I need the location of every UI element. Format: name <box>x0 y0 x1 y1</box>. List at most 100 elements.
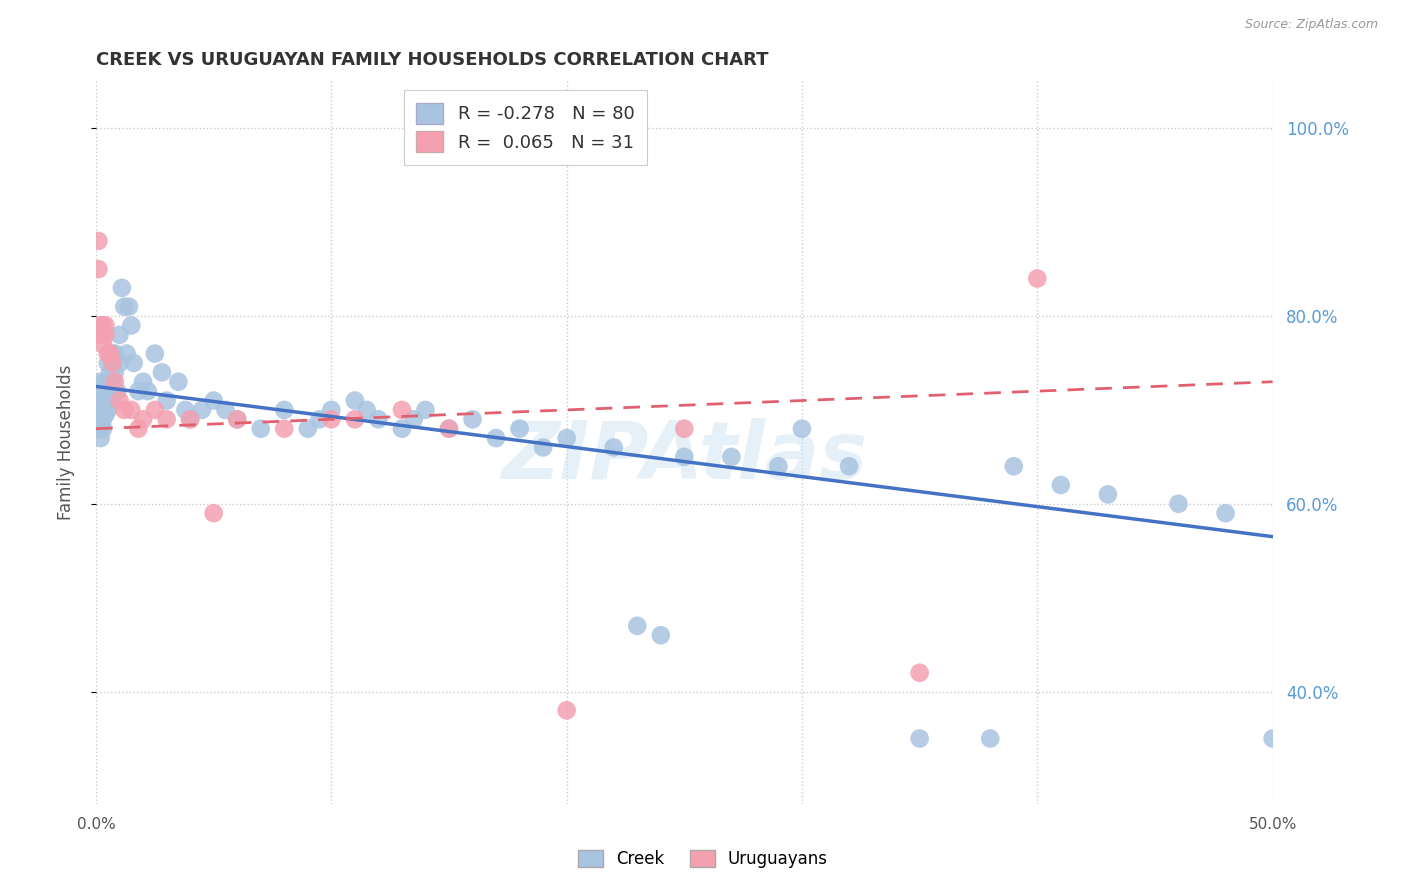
Point <box>1261 731 1284 746</box>
Point <box>101 356 124 370</box>
Point <box>308 412 330 426</box>
Point <box>105 384 128 399</box>
Point <box>98 346 121 360</box>
Point <box>1215 506 1237 520</box>
Y-axis label: Family Households: Family Households <box>58 365 75 520</box>
Point <box>1097 487 1119 501</box>
Point <box>101 375 124 389</box>
Point <box>1167 497 1189 511</box>
Point <box>91 412 114 426</box>
Point <box>97 384 120 399</box>
Point <box>90 431 112 445</box>
Point <box>90 403 112 417</box>
Point <box>249 422 271 436</box>
Point <box>179 412 201 426</box>
Point <box>391 422 413 436</box>
Point <box>402 412 425 426</box>
Point <box>90 422 112 436</box>
Point <box>104 375 127 389</box>
Point <box>91 384 114 399</box>
Point <box>87 234 110 248</box>
Point <box>90 375 112 389</box>
Point <box>202 506 225 520</box>
Point <box>91 422 114 436</box>
Point <box>437 422 460 436</box>
Point <box>626 619 648 633</box>
Point <box>132 375 155 389</box>
Point <box>94 318 117 333</box>
Point <box>167 375 190 389</box>
Point <box>391 403 413 417</box>
Point <box>603 441 626 455</box>
Point <box>321 403 343 417</box>
Point <box>112 403 135 417</box>
Point <box>127 384 149 399</box>
Point <box>150 365 173 379</box>
Point <box>191 403 214 417</box>
Point <box>94 327 117 342</box>
Point <box>111 281 134 295</box>
Point <box>87 403 110 417</box>
Point <box>979 731 1001 746</box>
Point <box>297 422 319 436</box>
Point <box>87 384 110 399</box>
Point <box>202 393 225 408</box>
Point <box>120 318 142 333</box>
Point <box>143 346 166 360</box>
Point <box>90 327 112 342</box>
Point <box>790 422 813 436</box>
Point <box>98 393 121 408</box>
Point <box>108 356 131 370</box>
Point <box>485 431 508 445</box>
Point <box>720 450 742 464</box>
Legend: R = -0.278   N = 80, R =  0.065   N = 31: R = -0.278 N = 80, R = 0.065 N = 31 <box>404 90 647 165</box>
Point <box>343 393 366 408</box>
Point <box>214 403 236 417</box>
Point <box>120 403 142 417</box>
Point <box>155 393 177 408</box>
Text: ZIPAtlas: ZIPAtlas <box>501 418 868 496</box>
Point <box>91 403 114 417</box>
Point <box>650 628 672 642</box>
Point <box>343 412 366 426</box>
Point <box>98 365 121 379</box>
Point <box>321 412 343 426</box>
Point <box>108 393 131 408</box>
Point <box>179 412 201 426</box>
Point <box>90 318 112 333</box>
Point <box>155 412 177 426</box>
Point <box>437 422 460 436</box>
Point <box>174 403 197 417</box>
Point <box>226 412 249 426</box>
Legend: Creek, Uruguayans: Creek, Uruguayans <box>571 843 835 875</box>
Point <box>509 422 531 436</box>
Point <box>101 346 124 360</box>
Point <box>273 422 295 436</box>
Point <box>94 375 117 389</box>
Point <box>908 731 931 746</box>
Point <box>97 403 120 417</box>
Point <box>673 422 696 436</box>
Point <box>768 459 790 474</box>
Text: CREEK VS URUGUAYAN FAMILY HOUSEHOLDS CORRELATION CHART: CREEK VS URUGUAYAN FAMILY HOUSEHOLDS COR… <box>96 51 769 69</box>
Point <box>98 346 121 360</box>
Point <box>531 441 554 455</box>
Point <box>838 459 860 474</box>
Point <box>127 422 149 436</box>
Point <box>104 346 127 360</box>
Text: Source: ZipAtlas.com: Source: ZipAtlas.com <box>1244 18 1378 31</box>
Point <box>136 384 159 399</box>
Point <box>91 318 114 333</box>
Point <box>87 422 110 436</box>
Point <box>226 412 249 426</box>
Point <box>356 403 378 417</box>
Point <box>367 412 389 426</box>
Point <box>555 431 578 445</box>
Point <box>273 403 295 417</box>
Point <box>94 393 117 408</box>
Point <box>132 412 155 426</box>
Point <box>1026 271 1049 285</box>
Point <box>91 393 114 408</box>
Point <box>122 356 145 370</box>
Point <box>1050 478 1073 492</box>
